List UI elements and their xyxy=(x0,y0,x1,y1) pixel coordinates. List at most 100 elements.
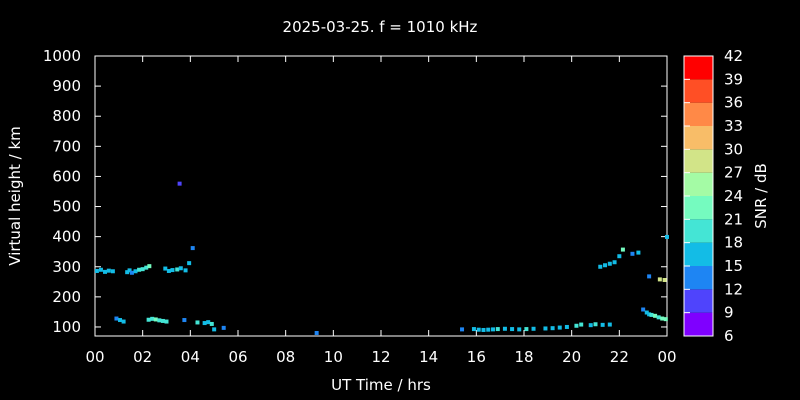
data-point xyxy=(607,322,612,327)
y-tick-label: 600 xyxy=(52,167,81,185)
y-tick-label: 200 xyxy=(52,288,81,306)
x-tick-label: 10 xyxy=(324,348,343,366)
data-point xyxy=(649,312,654,317)
y-tick-label: 700 xyxy=(52,137,81,155)
data-point xyxy=(531,326,536,331)
x-tick-label: 20 xyxy=(562,348,581,366)
data-point xyxy=(137,267,142,272)
data-point xyxy=(106,268,111,273)
data-point xyxy=(574,323,579,328)
data-point xyxy=(653,313,658,318)
colorbar-tick-label: 30 xyxy=(724,140,743,158)
data-point xyxy=(647,312,652,317)
data-point xyxy=(647,274,652,279)
data-point xyxy=(178,266,183,271)
data-point xyxy=(656,315,661,320)
data-point xyxy=(118,318,123,323)
data-point xyxy=(221,325,226,330)
data-point xyxy=(146,317,151,322)
x-tick-label: 18 xyxy=(514,348,533,366)
data-point xyxy=(187,261,192,266)
data-point xyxy=(660,316,665,321)
colorbar-segment xyxy=(684,172,713,196)
data-point xyxy=(164,319,169,324)
data-point xyxy=(98,267,103,272)
data-point xyxy=(657,277,662,282)
data-point xyxy=(636,250,641,255)
x-tick-label: 14 xyxy=(419,348,438,366)
data-point xyxy=(183,268,188,273)
colorbar-tick-label: 21 xyxy=(724,210,743,228)
data-point xyxy=(144,265,149,270)
data-point xyxy=(121,319,126,324)
colorbar-segment xyxy=(684,219,713,243)
x-tick-label: 06 xyxy=(228,348,247,366)
data-point xyxy=(495,327,500,332)
data-point xyxy=(564,324,569,329)
colorbar-segment xyxy=(684,242,713,266)
data-point xyxy=(157,318,162,323)
data-point xyxy=(665,234,669,239)
data-point xyxy=(471,327,476,332)
colorbar-segment xyxy=(684,126,713,150)
data-point xyxy=(524,327,529,332)
data-point xyxy=(127,268,132,273)
x-axis-ticks: 00 02 04 06 08 10 12 14 16 18 20 22 00 xyxy=(85,56,677,366)
plot-frame xyxy=(94,55,668,337)
data-point xyxy=(110,269,115,274)
data-point xyxy=(133,269,138,274)
data-point xyxy=(94,268,99,273)
data-point xyxy=(163,266,168,271)
y-tick-label: 300 xyxy=(52,258,81,276)
data-point xyxy=(486,327,491,332)
y-tick-label: 500 xyxy=(52,198,81,216)
data-point xyxy=(125,270,130,275)
y-tick-label: 100 xyxy=(52,318,81,336)
colorbar-ticks: 6 9 12 15 18 21 24 27 30 33 36 39 42 xyxy=(684,47,743,345)
data-point xyxy=(612,260,617,265)
colorbar: 6 9 12 15 18 21 24 27 30 33 36 39 42 SNR / dB xyxy=(683,47,770,345)
data-point xyxy=(175,267,180,272)
colorbar-segment xyxy=(684,312,713,336)
data-point xyxy=(607,261,612,266)
x-tick-label: 08 xyxy=(276,348,295,366)
data-point xyxy=(491,327,496,332)
data-point xyxy=(103,269,108,274)
data-point xyxy=(209,321,214,326)
colorbar-tick-label: 36 xyxy=(724,94,743,112)
data-point xyxy=(644,310,649,315)
data-point xyxy=(129,270,134,275)
data-point xyxy=(212,327,217,332)
data-point xyxy=(140,267,145,272)
data-point xyxy=(153,317,158,322)
colorbar-segment xyxy=(684,56,713,80)
data-point xyxy=(460,327,465,332)
colorbar-label: SNR / dB xyxy=(752,163,770,229)
x-tick-label: 02 xyxy=(133,348,152,366)
data-point xyxy=(630,251,635,256)
data-point xyxy=(579,322,584,327)
data-point xyxy=(663,317,668,322)
x-tick-label: 12 xyxy=(371,348,390,366)
colorbar-tick-label: 33 xyxy=(724,117,743,135)
y-axis-ticks: 100 200 300 400 500 600 700 800 900 1000 xyxy=(43,47,667,336)
colorbar-tick-label: 6 xyxy=(724,327,734,345)
colorbar-tick-label: 12 xyxy=(724,280,743,298)
data-point xyxy=(114,316,119,321)
data-point xyxy=(170,268,175,273)
colorbar-blocks xyxy=(684,56,713,336)
data-point xyxy=(206,320,211,325)
x-axis-label: UT Time / hrs xyxy=(331,376,431,394)
data-point xyxy=(481,327,486,332)
data-point xyxy=(202,321,207,326)
y-tick-label: 900 xyxy=(52,77,81,95)
x-tick-label: 00 xyxy=(85,348,104,366)
data-point xyxy=(557,325,562,330)
x-tick-label: 04 xyxy=(181,348,200,366)
x-tick-label: 16 xyxy=(467,348,486,366)
data-point xyxy=(588,323,593,328)
data-point xyxy=(150,316,155,321)
colorbar-segment xyxy=(684,102,713,126)
